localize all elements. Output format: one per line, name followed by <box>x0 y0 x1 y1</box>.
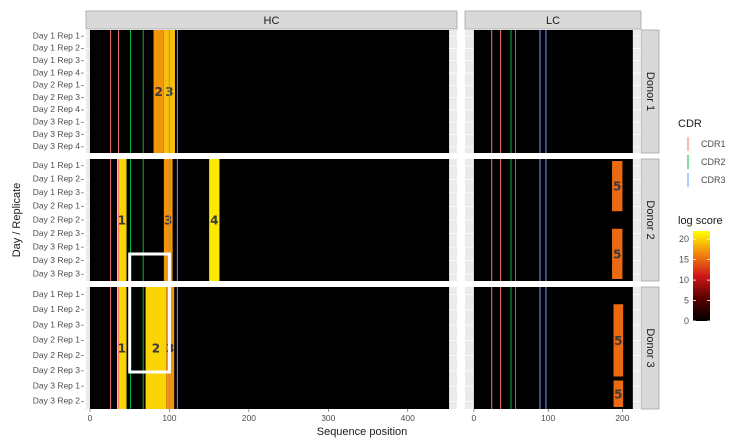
score-colorbar <box>693 231 710 321</box>
cdr3-legend-label: CDR3 <box>701 175 726 185</box>
x-tick-label: 200 <box>242 413 256 423</box>
y-tick-label: Day 2 Rep 3 <box>33 365 81 375</box>
y-tick-label: Day 3 Rep 2 <box>33 396 81 406</box>
colorbar-tick-label: 5 <box>684 296 689 306</box>
facet-strips: HC LC Donor 1 Donor 2 Donor 3 <box>85 10 660 410</box>
x-tick-label: 0 <box>88 413 93 423</box>
strip-lc <box>464 10 642 30</box>
colorbar-tick-label: 10 <box>679 275 689 285</box>
hotspot-label: 5 <box>614 387 622 401</box>
hotspot-band <box>153 30 164 153</box>
y-tick-label: Day 2 Rep 3 <box>33 228 81 238</box>
y-tick-labels: Day 1 Rep 1 Day 1 Rep 2 Day 1 Rep 3 Day 1 R… <box>33 30 84 406</box>
cdr-legend: CDR CDR1 CDR2 CDR3 <box>678 118 726 187</box>
y-tick-label: Day 3 Rep 1 <box>33 380 81 390</box>
y-tick-label: Day 3 Rep 3 <box>33 129 81 139</box>
y-axis-title: Day / Replicate <box>11 183 23 258</box>
hotspot-band <box>116 159 127 281</box>
y-tick-label: Day 1 Rep 1 <box>33 289 81 299</box>
colorbar-tick-label: 15 <box>679 255 689 265</box>
hotspot-label: 5 <box>613 180 621 194</box>
y-tick-label: Day 3 Rep 1 <box>33 241 81 251</box>
strip-label-donor-3: Donor 3 <box>644 328 656 367</box>
x-axis-title: Sequence position <box>317 426 408 438</box>
strip-label-donor-2: Donor 2 <box>644 200 656 239</box>
hotspot-label: 2 <box>152 342 160 356</box>
colorbar-tick-label: 0 <box>684 316 689 326</box>
sequence-area <box>473 159 633 281</box>
sequence-area <box>89 287 450 409</box>
y-tick-label: Day 1 Rep 1 <box>33 30 81 40</box>
strip-label-hc: HC <box>264 15 280 27</box>
panel-lc-donor-2: 55 <box>465 159 641 281</box>
hotspot-band <box>116 287 127 409</box>
y-tick-label: Day 3 Rep 3 <box>33 268 81 278</box>
colorbar-tick-label: 20 <box>679 234 689 244</box>
y-tick-label: Day 2 Rep 3 <box>33 92 81 102</box>
score-legend: log score 0 5 10 15 20 <box>678 215 723 326</box>
y-tick-label: Day 1 Rep 3 <box>33 55 81 65</box>
cdr2-legend-label: CDR2 <box>701 157 726 167</box>
strip-label-donor-1: Donor 1 <box>644 72 656 111</box>
hotspot-label: 4 <box>210 214 218 228</box>
hotspot-band <box>163 159 173 281</box>
hotspot-band <box>613 380 624 407</box>
x-tick-label: 200 <box>615 413 629 423</box>
panel-hc-donor-2: 1 3 4 <box>86 159 457 281</box>
score-legend-title: log score <box>678 215 723 227</box>
cdr1-legend-label: CDR1 <box>701 139 726 149</box>
y-tick-label: Day 1 Rep 1 <box>33 160 81 170</box>
y-tick-label: Day 1 Rep 3 <box>33 319 81 329</box>
y-tick-label: Day 1 Rep 2 <box>33 43 81 53</box>
sequence-area <box>89 159 450 281</box>
hotspot-label: 1 <box>118 342 126 356</box>
y-tick-label: Day 2 Rep 1 <box>33 335 81 345</box>
sequence-area <box>473 287 633 409</box>
y-tick-label: Day 2 Rep 4 <box>33 104 81 114</box>
hotspot-band <box>209 159 220 281</box>
y-tick-label: Day 2 Rep 1 <box>33 80 81 90</box>
strip-hc <box>85 10 458 30</box>
x-tick-label: 100 <box>162 413 176 423</box>
x-tick-label: 100 <box>541 413 555 423</box>
y-tick-label: Day 2 Rep 1 <box>33 201 81 211</box>
x-tick-label: 0 <box>472 413 477 423</box>
cdr-legend-title: CDR <box>678 118 702 130</box>
hotspot-label: 5 <box>613 247 621 261</box>
hotspot-label: 1 <box>118 214 126 228</box>
panel-lc-donor-1 <box>465 30 641 153</box>
panel-lc-donor-3: 55 <box>465 287 641 409</box>
x-tick-label: 400 <box>401 413 415 423</box>
y-tick-label: Day 3 Rep 1 <box>33 117 81 127</box>
hotspot-label: 5 <box>614 334 622 348</box>
x-tick-label: 300 <box>321 413 335 423</box>
strip-label-lc: LC <box>546 15 560 27</box>
sequence-area <box>473 30 633 153</box>
hotspot-band <box>145 287 167 409</box>
y-tick-label: Day 3 Rep 2 <box>33 255 81 265</box>
y-tick-label: Day 1 Rep 2 <box>33 304 81 314</box>
y-tick-label: Day 2 Rep 2 <box>33 350 81 360</box>
y-tick-label: Day 3 Rep 4 <box>33 141 81 151</box>
hotspot-label: 3 <box>164 214 172 228</box>
y-tick-label: Day 1 Rep 2 <box>33 174 81 184</box>
highlight-box <box>128 252 171 374</box>
y-tick-label: Day 1 Rep 4 <box>33 67 81 77</box>
x-tick-labels: 0 100 200 300 400 0 100 200 <box>88 409 630 423</box>
y-tick-label: Day 2 Rep 2 <box>33 214 81 224</box>
hotspot-label: 2 <box>155 85 163 99</box>
hotspot-band <box>612 161 623 212</box>
hotspot-band <box>612 228 623 279</box>
sequence-area <box>89 30 450 153</box>
hotspot-band <box>613 304 624 377</box>
y-tick-label: Day 1 Rep 3 <box>33 187 81 197</box>
